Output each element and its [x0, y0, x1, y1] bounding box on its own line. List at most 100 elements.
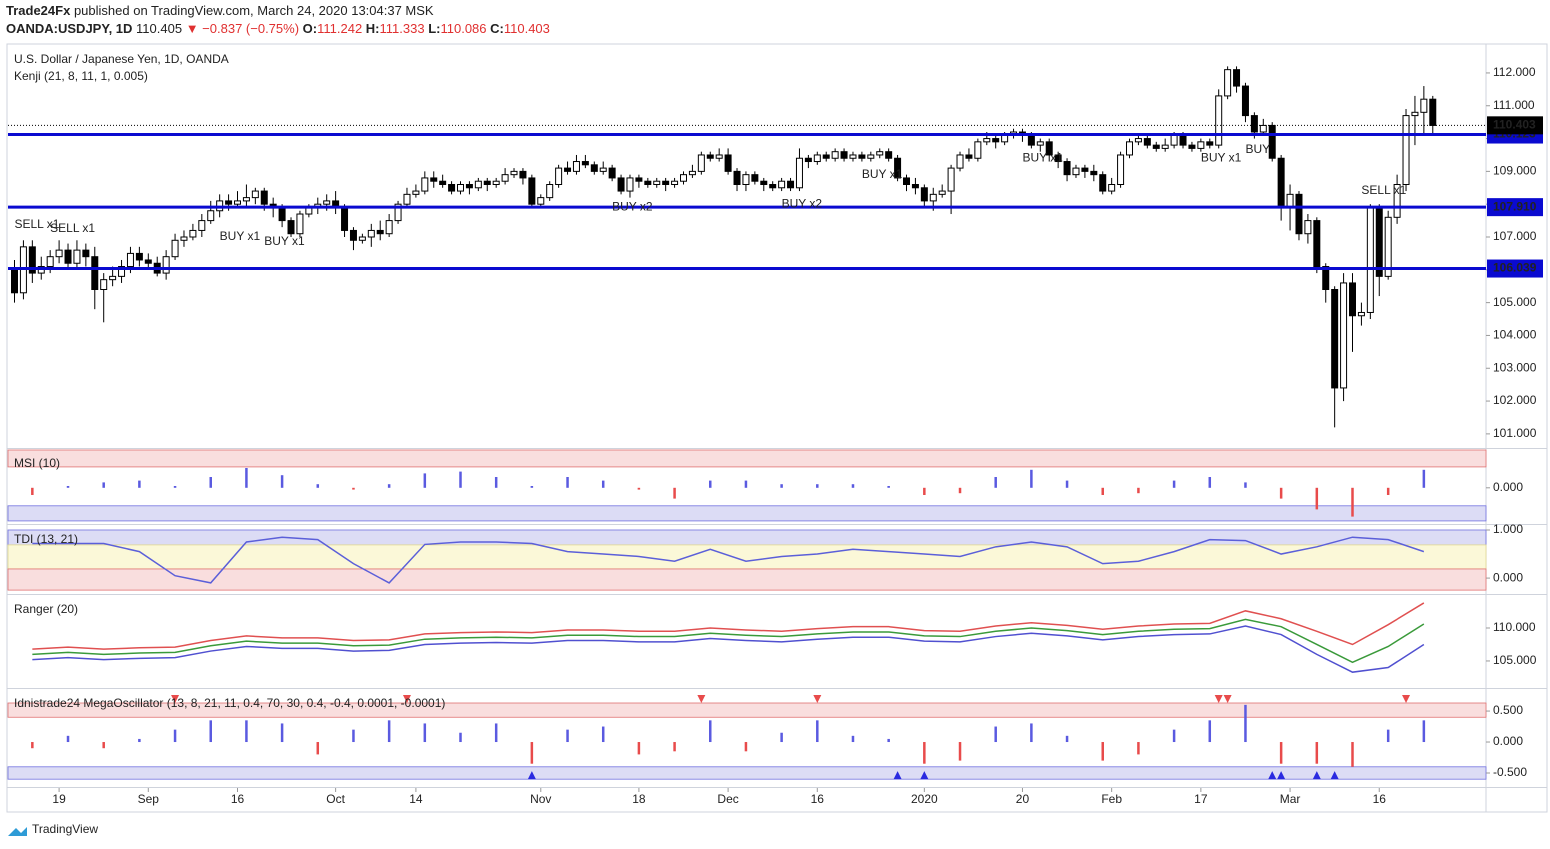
histogram-bar	[566, 729, 569, 743]
frame	[6, 43, 1548, 813]
sell-signal	[1402, 695, 1411, 704]
candle-body	[118, 266, 126, 277]
candle-body	[1420, 98, 1428, 113]
signal-annotation: BUY x1	[220, 229, 261, 243]
candle-body	[572, 161, 580, 172]
chart-subtitle: Kenji (21, 8, 11, 1, 0.005)	[14, 69, 148, 83]
ohlc-value: 110.403	[504, 21, 550, 36]
level-label-box	[1487, 259, 1543, 278]
candle-body	[349, 229, 357, 241]
candle-body	[751, 174, 759, 182]
histogram-bar	[245, 468, 248, 488]
candle-body	[162, 256, 170, 274]
x-tick-label: 19	[52, 792, 66, 806]
candle-body	[403, 193, 411, 205]
candle-body	[903, 177, 910, 185]
histogram-bar	[352, 487, 355, 490]
histogram-bar	[316, 484, 320, 488]
candle-body	[965, 154, 973, 159]
candle-body	[635, 177, 643, 182]
buy-signal	[1277, 771, 1286, 780]
histogram-bar	[601, 726, 605, 743]
candle-body	[1170, 134, 1178, 146]
candle-body	[1402, 115, 1410, 185]
candle-body	[474, 180, 482, 189]
signal-annotation: SELL x1	[50, 221, 95, 235]
candle-body	[804, 157, 812, 163]
buy-signal	[920, 771, 929, 780]
buy-signal	[893, 771, 902, 780]
histogram-bar	[352, 729, 355, 743]
histogram-bar	[209, 720, 212, 743]
y-tick-label: 104.000	[1493, 328, 1537, 342]
candle-body	[278, 206, 286, 222]
histogram-bar	[566, 477, 569, 488]
buy-signal	[527, 771, 536, 780]
candle-body	[1045, 141, 1053, 156]
x-tick-label: 14	[409, 792, 423, 806]
histogram-bar	[923, 742, 926, 764]
y-tick-label: 103.000	[1493, 360, 1537, 374]
candle-body	[1134, 138, 1142, 143]
histogram-bar	[887, 738, 890, 743]
candle-body	[448, 184, 456, 192]
histogram-bar	[1101, 742, 1104, 761]
histogram-bar	[1244, 704, 1247, 743]
band	[7, 766, 1487, 780]
histogram-bar	[958, 742, 962, 761]
candle-body	[813, 154, 821, 163]
histogram-bar	[1172, 729, 1176, 743]
histogram-bar	[209, 477, 212, 488]
candle-body	[1322, 266, 1330, 290]
price: 110.405	[136, 21, 182, 36]
candle-body	[1152, 144, 1160, 149]
band	[7, 568, 1487, 591]
candle-body	[100, 279, 108, 290]
y-tick-label: 111.000	[1493, 98, 1535, 112]
histogram-bar	[1208, 477, 1212, 488]
indicator-line	[32, 625, 1425, 673]
histogram-bar	[1137, 487, 1140, 494]
buy-signal	[1330, 771, 1339, 780]
candle-body	[1233, 69, 1241, 87]
candle-body	[1295, 193, 1303, 235]
candle-body	[760, 180, 768, 185]
histogram-bar	[138, 738, 141, 743]
candle-body	[1188, 144, 1196, 149]
candle-body	[82, 249, 90, 258]
footer-brand: TradingView	[32, 822, 98, 836]
last-price-label: 110.403	[1493, 118, 1536, 132]
y-tick-label: 109.000	[1493, 164, 1537, 178]
band	[7, 544, 1487, 570]
signal-annotation: BUY x1	[1022, 150, 1063, 164]
published: published on TradingView.com, March 24, …	[74, 3, 434, 18]
signal-annotation: BUY x1	[1201, 150, 1242, 164]
histogram-bar	[994, 477, 997, 488]
histogram-bar	[1244, 482, 1247, 488]
x-tick-label: 2020	[911, 792, 938, 806]
candle-body	[457, 184, 464, 192]
candle-body	[11, 269, 18, 294]
candle-body	[1384, 216, 1392, 277]
logo-mark	[8, 827, 27, 836]
y-tick-label: 0.500	[1493, 703, 1523, 717]
candle-body	[510, 170, 518, 176]
histogram-bar	[1315, 487, 1319, 510]
candle-body	[260, 190, 268, 205]
ohlc-value: 111.242	[317, 21, 362, 36]
candle-body	[189, 229, 197, 238]
histogram-bar	[1422, 469, 1426, 488]
x-tick-label: Nov	[530, 792, 551, 806]
candle-body	[537, 197, 545, 205]
candle-body	[724, 154, 732, 172]
candle-body	[1286, 193, 1294, 208]
pane-title: TDI (13, 21)	[14, 532, 78, 546]
candle-body	[564, 167, 572, 172]
histogram-bar	[530, 486, 534, 488]
candle-body	[91, 256, 99, 290]
candle-body	[1108, 184, 1116, 192]
histogram-bar	[816, 484, 819, 488]
candle-body	[1313, 220, 1321, 268]
candle-body	[430, 177, 438, 182]
